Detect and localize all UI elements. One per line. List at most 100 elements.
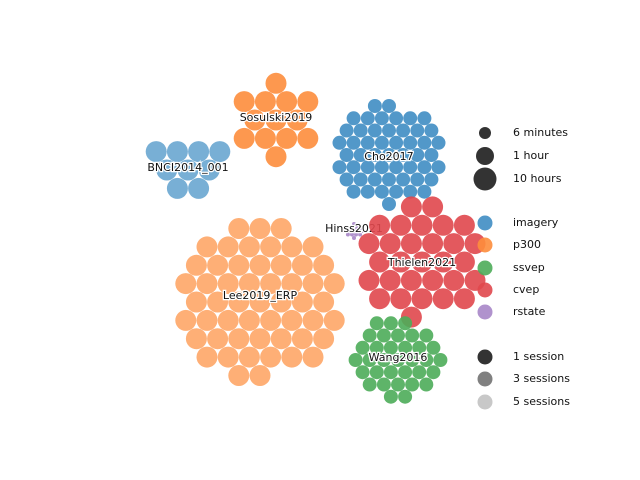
subject-bubble (391, 353, 405, 367)
subject-bubble (254, 127, 276, 149)
subject-bubble (410, 123, 425, 138)
legend-paradigm-label: imagery (513, 216, 559, 229)
subject-bubble (389, 160, 404, 175)
subject-bubble (185, 328, 207, 350)
legend-size-marker (473, 167, 497, 191)
legend-size-marker (479, 127, 491, 139)
subject-bubble (177, 159, 199, 181)
cluster-label: BNCI2014_001 (147, 161, 228, 174)
subject-bubble (358, 232, 363, 237)
subject-bubble (238, 346, 260, 368)
subject-bubble (382, 197, 396, 211)
subject-bubble (383, 365, 398, 380)
subject-bubble (233, 91, 255, 113)
subject-bubble (382, 99, 396, 113)
subject-bubble (369, 251, 391, 273)
subject-bubble (339, 123, 354, 138)
subject-bubble (265, 109, 287, 131)
subject-bubble (405, 377, 420, 392)
subject-bubble (332, 160, 347, 175)
subject-bubble (417, 184, 432, 199)
subject-bubble (260, 346, 282, 368)
subject-bubble (358, 225, 363, 230)
legend-paradigm-marker (477, 260, 493, 276)
subject-bubble (233, 127, 255, 149)
subject-bubble (238, 236, 260, 258)
subject-bubble (346, 184, 361, 199)
legend-paradigm-label: cvep (513, 283, 539, 296)
subject-bubble (417, 160, 432, 175)
legend-size-label: 6 minutes (513, 126, 568, 139)
subject-bubble (453, 214, 475, 236)
cluster-label: Thielen2021 (387, 256, 456, 269)
subject-bubble (249, 218, 271, 239)
subject-bubble (426, 365, 441, 380)
subject-bubble (360, 111, 375, 126)
subject-bubble (196, 236, 218, 258)
subject-bubble (382, 172, 396, 187)
subject-bubble (260, 236, 282, 258)
subject-bubble (281, 346, 303, 368)
subject-bubble (270, 291, 292, 313)
subject-bubble (265, 146, 287, 168)
subject-bubble (145, 141, 167, 163)
subject-bubble (343, 229, 348, 233)
cluster-label: Sosulski2019 (240, 111, 313, 124)
subject-bubble (313, 328, 335, 350)
subject-bubble (419, 353, 434, 367)
subject-bubble (398, 316, 413, 331)
subject-bubble (424, 148, 439, 162)
subject-bubble (432, 288, 454, 310)
subject-bubble (217, 236, 239, 258)
cluster-label: Lee2019_ERP (223, 289, 298, 302)
subject-bubble (396, 148, 411, 162)
subject-bubble (270, 254, 292, 276)
subject-bubble (376, 377, 391, 392)
subject-bubble (354, 232, 358, 237)
subject-bubble (403, 111, 418, 126)
subject-bubble (297, 127, 319, 149)
subject-bubble (405, 328, 420, 343)
subject-bubble (398, 340, 413, 355)
subject-bubble (346, 111, 361, 126)
subject-bubble (374, 135, 389, 150)
subject-bubble (207, 291, 229, 313)
subject-bubble (350, 225, 354, 230)
legend-size-label: 10 hours (513, 172, 562, 185)
subject-bubble (270, 328, 292, 350)
subject-bubble (411, 251, 433, 273)
subject-bubble (249, 328, 271, 350)
legend-session-label: 3 sessions (513, 372, 570, 385)
subject-bubble (185, 291, 207, 313)
subject-bubble (332, 135, 347, 150)
subject-bubble (412, 340, 427, 355)
subject-bubble (339, 148, 354, 162)
legend-size-marker (476, 147, 494, 165)
subject-bubble (358, 269, 380, 291)
legend-paradigm-marker (477, 304, 493, 320)
subject-bubble (367, 123, 382, 138)
subject-bubble (396, 123, 411, 138)
subject-bubble (403, 184, 418, 199)
subject-bubble (217, 309, 239, 331)
subject-bubble (260, 309, 282, 331)
subject-bubble (374, 184, 389, 199)
subject-bubble (323, 273, 345, 295)
subject-bubble (383, 316, 398, 331)
subject-bubble (297, 91, 319, 113)
subject-bubble (367, 172, 382, 187)
subject-bubble (403, 160, 418, 175)
subject-bubble (369, 316, 384, 331)
subject-bubble (422, 269, 444, 291)
subject-bubble (346, 160, 361, 175)
subject-bubble (376, 353, 391, 367)
legend: 6 minutes 1 hour 10 hours imagery p300 ssvep c… (473, 126, 570, 410)
subject-bubble (249, 254, 271, 276)
subject-bubble (433, 353, 448, 367)
subject-bubble (391, 328, 405, 343)
subject-bubble (166, 141, 188, 163)
subject-bubble (411, 214, 433, 236)
subject-bubble (339, 172, 354, 187)
subject-bubble (209, 141, 231, 163)
